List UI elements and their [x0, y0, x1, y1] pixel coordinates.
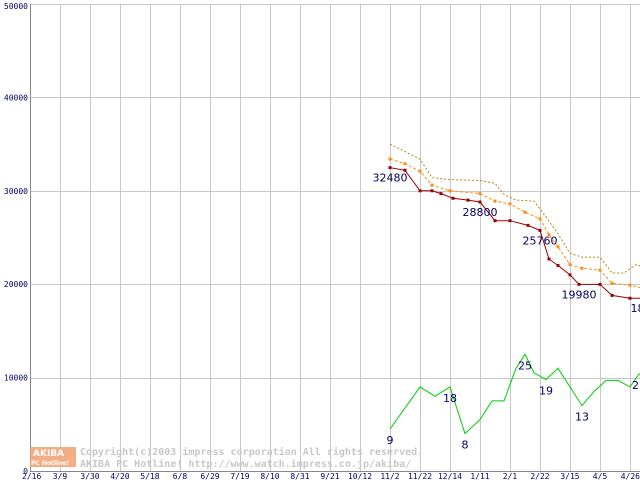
series-point-avg	[598, 268, 602, 272]
data-label: 13	[575, 411, 589, 424]
x-tick-label: 4/26	[621, 472, 640, 480]
data-label: 25760	[523, 234, 558, 247]
x-tick-label: 2/16	[22, 472, 41, 480]
series-point-avg	[403, 162, 407, 166]
x-tick-label: 2/1	[503, 472, 518, 480]
series-point-min	[547, 257, 551, 261]
y-tick-label: 30000	[4, 187, 28, 196]
series-point-min	[556, 264, 560, 268]
series-point-min	[526, 223, 530, 227]
x-tick-label: 3/9	[53, 472, 68, 480]
data-labels: 32480 28800 25760 19980 18499 9 18 8 25 19 13 21	[373, 172, 640, 452]
x-tick-label: 7/19	[230, 472, 249, 480]
y-tick-label: 0	[23, 467, 28, 476]
akiba-logo-text: AKIBA	[33, 449, 64, 459]
series-point-avg	[628, 283, 632, 287]
x-tick-label: 10/12	[348, 472, 372, 480]
series-line-min	[389, 167, 640, 299]
series-point-min	[418, 189, 422, 193]
y-tick-label: 10000	[4, 374, 28, 383]
series-point-min	[478, 200, 482, 204]
series-point-avg	[580, 266, 584, 270]
y-tick-label: 20000	[4, 280, 28, 289]
x-tick-label: 4/20	[110, 472, 129, 480]
series-point-avg	[610, 281, 614, 285]
x-tick-label: 8/10	[260, 472, 279, 480]
x-tick-label: 6/8	[173, 472, 188, 480]
series-point-min	[430, 189, 434, 193]
series-point-avg	[478, 192, 482, 196]
series-point-avg	[448, 189, 452, 193]
site-url-text: AKIBA PC Hotline! http://www.watch.impre…	[80, 458, 411, 470]
series-line-max	[389, 143, 640, 274]
x-tick-label: 11/2	[380, 472, 399, 480]
series-point-avg	[493, 199, 497, 203]
data-label: 19	[539, 384, 553, 397]
series-point-avg	[556, 245, 560, 249]
series-point-min	[568, 273, 572, 277]
series-line-count	[389, 353, 640, 435]
series-point-avg	[538, 217, 542, 221]
series-point-min	[493, 219, 497, 223]
x-tick-label: 6/29	[200, 472, 219, 480]
series-point-avg	[508, 202, 512, 206]
data-label: 25	[518, 359, 532, 372]
data-label: 8	[462, 439, 469, 452]
series-point-min	[403, 168, 407, 172]
series-point-min	[466, 198, 470, 202]
series-point-min	[628, 296, 632, 300]
series-point-avg	[547, 233, 551, 237]
x-tick-label: 11/22	[408, 472, 432, 480]
data-label: 28800	[463, 206, 498, 219]
grid-lines	[30, 4, 640, 472]
x-tick-label: 2/22	[530, 472, 549, 480]
series-point-min	[508, 219, 512, 223]
series-point-min	[538, 228, 542, 232]
x-tick-label: 3/30	[80, 472, 99, 480]
watermark: AKIBA PC Hotline! Copyright(c)2003 impre…	[30, 446, 423, 470]
x-tick-label: 3/15	[560, 472, 579, 480]
akiba-logo-subtext: PC Hotline!	[31, 460, 69, 467]
akiba-logo	[30, 447, 76, 467]
data-label: 9	[387, 434, 394, 447]
series-group	[388, 143, 640, 435]
series-point-min	[451, 196, 455, 200]
series-point-avg	[388, 157, 392, 161]
x-tick-label: 12/14	[438, 472, 462, 480]
series-point-avg	[430, 183, 434, 187]
x-tick-label: 5/18	[140, 472, 159, 480]
series-line-avg	[389, 158, 640, 289]
copyright-text: Copyright(c)2003 impress corporation All…	[80, 446, 423, 458]
y-tick-label: 40000	[4, 93, 28, 102]
data-label: 18499	[631, 302, 640, 315]
series-point-min	[388, 166, 392, 170]
data-label: 32480	[373, 172, 408, 185]
series-point-min	[598, 282, 602, 286]
tick-labels: 0 10000 20000 30000 40000 50000 2/16 3/9 3/30 4/2…	[4, 2, 640, 480]
series-point-min	[439, 192, 443, 196]
series-point-avg	[523, 210, 527, 214]
data-label: 21	[632, 379, 640, 392]
x-tick-label: 4/5	[593, 472, 608, 480]
series-point-avg	[568, 263, 572, 267]
data-label: 19980	[562, 288, 597, 301]
x-tick-label: 1/11	[470, 472, 489, 480]
series-point-min	[610, 293, 614, 297]
y-tick-label: 50000	[4, 2, 28, 11]
series-point-avg	[418, 169, 422, 173]
x-tick-label: 8/31	[290, 472, 309, 480]
x-tick-label: 9/21	[320, 472, 339, 480]
series-point-min	[577, 282, 581, 286]
data-label: 18	[443, 392, 457, 405]
